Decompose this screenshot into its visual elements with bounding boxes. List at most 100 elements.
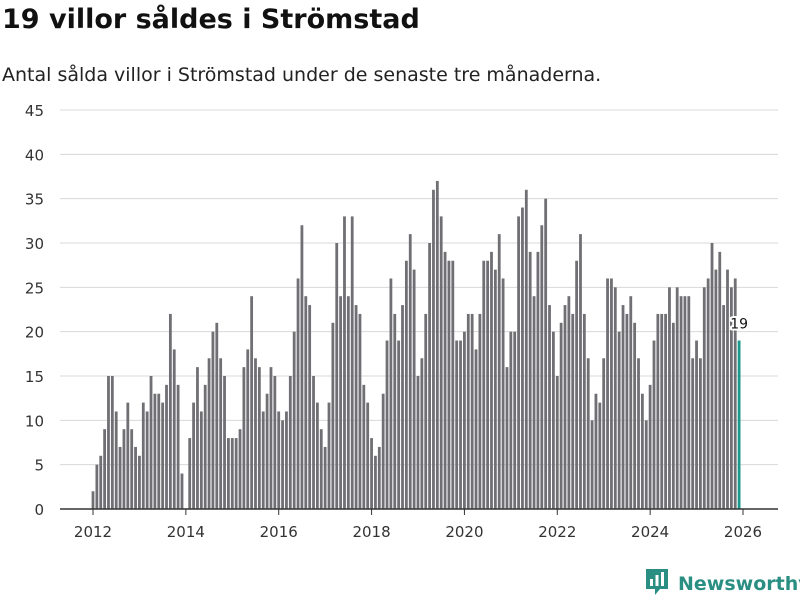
bar	[432, 189, 435, 510]
bar	[327, 402, 331, 509]
bar	[497, 234, 501, 509]
bar	[571, 313, 575, 509]
bar	[122, 429, 126, 509]
bar	[323, 446, 327, 509]
bar	[594, 393, 598, 509]
bar	[242, 367, 246, 509]
bar	[281, 420, 284, 509]
bar	[563, 305, 567, 509]
bar	[389, 278, 393, 509]
bar	[230, 438, 234, 509]
bar	[238, 429, 242, 509]
bar	[304, 296, 308, 509]
bar	[463, 331, 466, 509]
bar	[629, 296, 633, 509]
bar	[358, 313, 362, 509]
bar	[459, 340, 462, 509]
bar	[524, 189, 528, 510]
x-tick-label: 2020	[445, 523, 483, 541]
bar	[339, 296, 343, 509]
bar	[617, 331, 621, 509]
bar	[296, 278, 300, 509]
bar	[277, 411, 281, 509]
newsworthy-logo-icon	[644, 567, 670, 601]
bar	[95, 464, 99, 509]
bar	[273, 376, 277, 509]
bar	[141, 402, 145, 509]
bar	[288, 376, 292, 509]
bar	[428, 243, 431, 509]
bar	[640, 393, 644, 509]
bar	[176, 384, 180, 509]
bar	[416, 376, 420, 509]
bar	[246, 349, 250, 509]
bar	[606, 278, 609, 509]
bar	[656, 313, 660, 509]
bar	[192, 402, 195, 509]
bar	[482, 260, 486, 509]
newsworthy-brand[interactable]: Newsworthy	[644, 568, 800, 600]
bar	[308, 305, 312, 509]
bar	[319, 429, 323, 509]
bar	[180, 473, 184, 509]
bar	[567, 296, 571, 509]
bar	[207, 358, 211, 509]
bar	[165, 384, 168, 509]
bar	[377, 446, 381, 509]
y-tick-label: 25	[25, 279, 44, 297]
bar	[91, 491, 95, 509]
bar	[668, 287, 671, 509]
bar	[679, 296, 683, 509]
bar	[161, 402, 165, 509]
bar	[362, 384, 366, 509]
bar	[354, 305, 358, 509]
bar	[637, 358, 640, 509]
bar	[188, 438, 192, 509]
bar	[451, 260, 455, 509]
bar	[331, 322, 335, 509]
bar	[718, 251, 722, 509]
bar	[544, 198, 548, 510]
bar	[552, 331, 555, 509]
bar	[687, 296, 691, 509]
y-tick-label: 0	[34, 501, 44, 519]
y-tick-label: 40	[25, 146, 44, 164]
bar	[490, 251, 493, 509]
bar	[555, 376, 559, 509]
bar	[199, 411, 203, 509]
bar	[234, 438, 238, 509]
bar	[536, 251, 540, 509]
bar	[671, 322, 675, 509]
newsworthy-label: Newsworthy	[678, 573, 800, 595]
x-tick-label: 2016	[260, 523, 298, 541]
bar	[582, 313, 586, 509]
bar	[548, 305, 551, 509]
bar	[366, 402, 370, 509]
bar	[211, 331, 215, 509]
bar	[540, 225, 544, 509]
bar	[265, 393, 269, 509]
bar	[110, 376, 114, 509]
bar	[257, 367, 261, 509]
bar	[455, 340, 459, 509]
y-tick-label: 5	[34, 457, 44, 475]
bar	[126, 402, 130, 509]
bar	[219, 358, 223, 509]
bar	[501, 278, 505, 509]
bar	[509, 331, 513, 509]
bar	[130, 429, 134, 509]
bar	[103, 429, 107, 509]
bar	[702, 287, 706, 509]
bar	[726, 269, 729, 509]
bar	[505, 367, 509, 509]
bar	[172, 349, 176, 509]
bar	[138, 455, 141, 509]
bar	[343, 216, 346, 509]
bar	[610, 278, 613, 509]
bar	[254, 358, 257, 509]
bar	[153, 393, 157, 509]
bar	[474, 349, 478, 509]
bar	[292, 331, 296, 509]
bar	[385, 340, 389, 509]
bar	[517, 216, 520, 509]
